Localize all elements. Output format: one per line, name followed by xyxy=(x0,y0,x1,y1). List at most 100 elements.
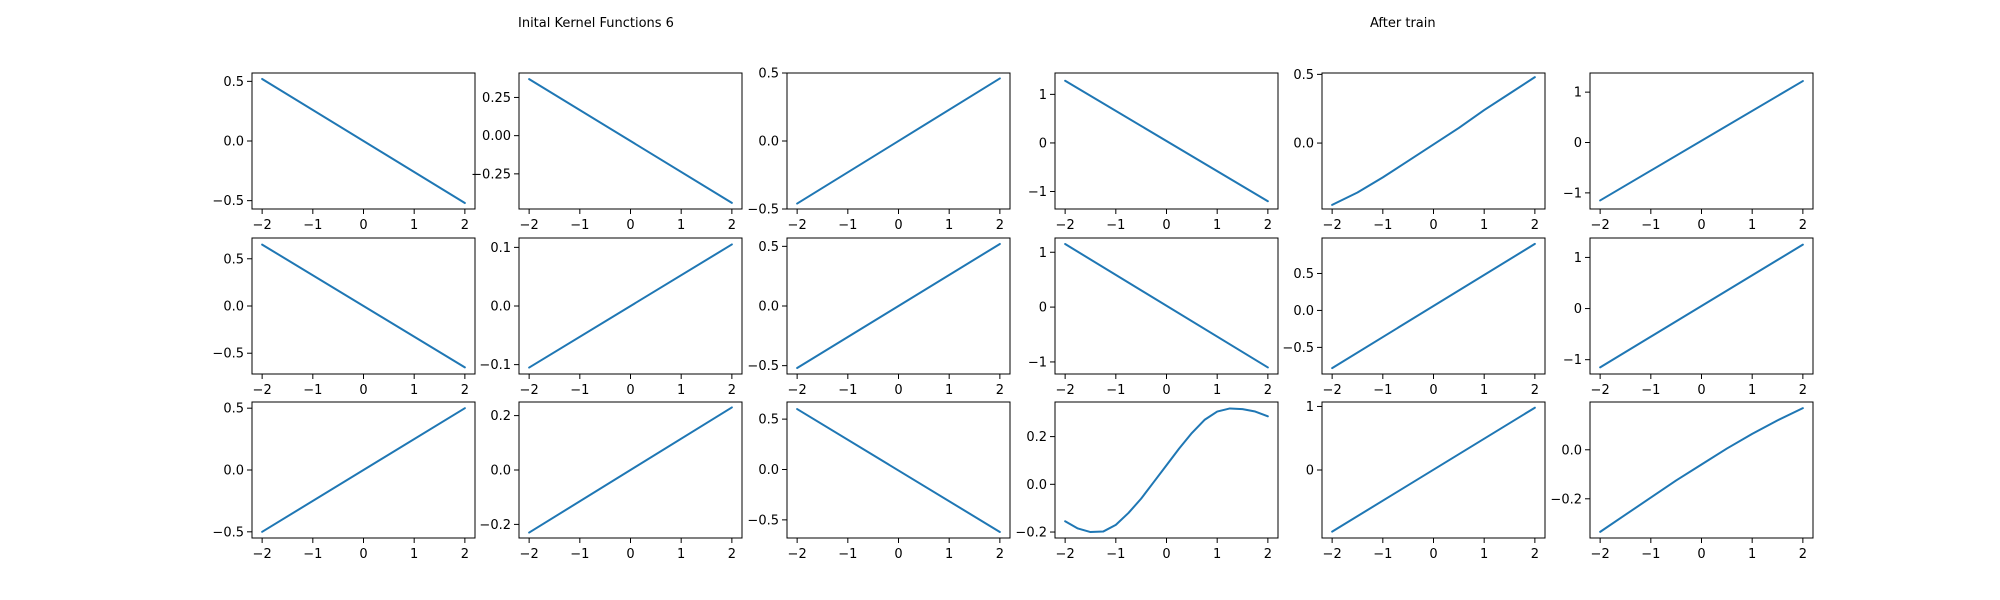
x-tick-label: 1 xyxy=(1748,383,1756,398)
x-tick-label: 2 xyxy=(728,218,736,233)
kernel-line xyxy=(261,407,466,533)
x-tick-label: −2 xyxy=(1056,547,1075,562)
kernel-line xyxy=(796,77,1001,205)
kernel-line xyxy=(1064,79,1269,203)
x-tick-label: −2 xyxy=(788,218,807,233)
x-tick-label: −2 xyxy=(1591,383,1610,398)
x-tick-label: 2 xyxy=(1264,547,1272,562)
x-tick-label: 2 xyxy=(996,383,1004,398)
x-tick-label: 1 xyxy=(677,383,685,398)
y-tick-label: 0.00 xyxy=(482,129,511,144)
x-tick-label: −2 xyxy=(520,218,539,233)
x-tick-label: −2 xyxy=(1323,218,1342,233)
subplot-16: −2 −1 0 1 2 −0.2 0.0 0.2 xyxy=(1015,401,1279,562)
y-tick-label: 0.25 xyxy=(482,91,511,106)
x-tick-label: −2 xyxy=(788,383,807,398)
y-tick-label: 0.0 xyxy=(223,464,244,479)
x-tick-label: 0 xyxy=(1697,383,1705,398)
y-tick-label: −1 xyxy=(1028,355,1047,370)
y-tick-label: 0.2 xyxy=(1026,430,1047,445)
x-tick-label: 2 xyxy=(728,383,736,398)
y-tick-label: 1 xyxy=(1574,251,1582,266)
x-tick-label: −1 xyxy=(1373,383,1392,398)
kernel-line xyxy=(1599,80,1804,202)
x-tick-label: −2 xyxy=(1056,218,1075,233)
x-tick-label: 2 xyxy=(461,218,469,233)
y-tick-label: −0.2 xyxy=(1015,526,1047,541)
x-tick-label: 2 xyxy=(1264,218,1272,233)
y-tick-label: 0.5 xyxy=(758,67,779,82)
subplot-15: −2 −1 0 1 2 −0.5 0.0 0.5 xyxy=(747,401,1011,562)
x-tick-label: −2 xyxy=(253,383,272,398)
y-tick-label: 0.0 xyxy=(758,463,779,478)
subplot-6: −2 −1 0 1 2 −1 0 1 xyxy=(1563,72,1814,233)
y-tick-label: 0 xyxy=(1039,301,1047,316)
x-tick-label: 0 xyxy=(359,218,367,233)
y-tick-label: 0.0 xyxy=(490,464,511,479)
y-tick-label: −0.5 xyxy=(212,347,244,362)
x-tick-label: 1 xyxy=(677,218,685,233)
x-tick-label: −1 xyxy=(838,383,857,398)
y-tick-label: 0.5 xyxy=(1293,68,1314,83)
x-tick-label: 2 xyxy=(1799,218,1807,233)
x-tick-label: 1 xyxy=(1748,547,1756,562)
x-tick-label: 2 xyxy=(461,547,469,562)
x-tick-label: 0 xyxy=(1429,218,1437,233)
x-tick-label: −1 xyxy=(1641,218,1660,233)
kernel-line xyxy=(261,243,466,369)
x-tick-label: 1 xyxy=(1213,547,1221,562)
axes-frame xyxy=(1054,401,1279,539)
x-tick-label: 1 xyxy=(1213,218,1221,233)
x-tick-label: −1 xyxy=(1106,218,1125,233)
x-tick-label: −1 xyxy=(1106,383,1125,398)
x-tick-label: −1 xyxy=(303,218,322,233)
subplot-11: −2 −1 0 1 2 −0.5 0.0 0.5 xyxy=(1282,237,1546,398)
x-tick-label: −2 xyxy=(253,218,272,233)
subplot-14: −2 −1 0 1 2 −0.2 0.0 0.2 xyxy=(479,401,743,562)
x-tick-label: −1 xyxy=(1106,547,1125,562)
x-tick-label: 0 xyxy=(626,383,634,398)
x-tick-label: −2 xyxy=(788,547,807,562)
y-tick-label: 0.5 xyxy=(758,413,779,428)
x-tick-label: −2 xyxy=(1056,383,1075,398)
y-tick-label: 0.5 xyxy=(223,75,244,90)
y-tick-label: 0.2 xyxy=(490,409,511,424)
figure-title-after-train: After train xyxy=(1370,16,1436,31)
y-tick-label: 1 xyxy=(1039,88,1047,103)
subplot-17: −2 −1 0 1 2 0 1 xyxy=(1306,400,1546,562)
kernel-line xyxy=(1331,242,1536,370)
subplot-5: −2 −1 0 1 2 0.0 0.5 xyxy=(1293,68,1546,233)
x-tick-label: 0 xyxy=(894,547,902,562)
kernel-line xyxy=(528,406,733,534)
x-tick-label: 1 xyxy=(945,383,953,398)
subplot-13: −2 −1 0 1 2 −0.5 0.0 0.5 xyxy=(212,401,476,562)
x-tick-label: 0 xyxy=(626,218,634,233)
x-tick-label: 2 xyxy=(461,383,469,398)
x-tick-label: 1 xyxy=(410,218,418,233)
x-tick-label: −1 xyxy=(1641,547,1660,562)
y-tick-label: 0 xyxy=(1039,136,1047,151)
y-tick-label: 0.1 xyxy=(490,241,511,256)
x-tick-label: −1 xyxy=(1373,547,1392,562)
x-tick-label: −1 xyxy=(838,218,857,233)
x-tick-label: 0 xyxy=(359,547,367,562)
x-tick-label: −2 xyxy=(520,383,539,398)
x-tick-label: 1 xyxy=(1480,218,1488,233)
kernel-line xyxy=(1331,76,1536,206)
axes-frame xyxy=(1589,401,1814,539)
kernel-line xyxy=(1599,243,1804,369)
x-tick-label: 2 xyxy=(1531,547,1539,562)
x-tick-label: 2 xyxy=(1531,218,1539,233)
y-tick-label: −0.5 xyxy=(747,513,779,528)
y-tick-label: 0.0 xyxy=(758,300,779,315)
x-tick-label: 0 xyxy=(626,547,634,562)
kernel-line xyxy=(1064,407,1269,534)
y-tick-label: 0.5 xyxy=(223,252,244,267)
y-tick-label: −0.5 xyxy=(1282,341,1314,356)
x-tick-label: −1 xyxy=(303,547,322,562)
subplot-18: −2 −1 0 1 2 −0.2 0.0 xyxy=(1550,401,1814,562)
x-tick-label: 1 xyxy=(1748,218,1756,233)
y-tick-label: 0.0 xyxy=(758,135,779,150)
subplot-2: −2 −1 0 1 2 −0.25 0.00 0.25 xyxy=(471,72,743,233)
y-tick-label: 0.5 xyxy=(1293,267,1314,282)
